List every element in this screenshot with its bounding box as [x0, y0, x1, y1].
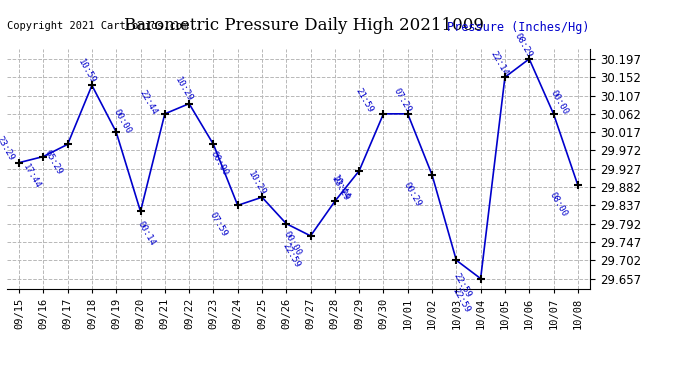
Text: 07:29: 07:29: [392, 86, 413, 114]
Text: 65:29: 65:29: [43, 148, 64, 176]
Text: 23:29: 23:29: [329, 175, 351, 203]
Text: 10:59: 10:59: [76, 58, 97, 86]
Text: 22:59: 22:59: [451, 287, 472, 315]
Text: 10:44: 10:44: [330, 174, 351, 201]
Text: 00:29: 00:29: [402, 180, 423, 208]
Text: 08:29: 08:29: [513, 31, 534, 59]
Text: 17:44: 17:44: [21, 162, 43, 190]
Text: 08:00: 08:00: [548, 190, 569, 218]
Text: 07:59: 07:59: [208, 211, 229, 239]
Text: Barometric Pressure Daily High 20211009: Barometric Pressure Daily High 20211009: [124, 17, 484, 34]
Text: 10:29: 10:29: [173, 76, 194, 104]
Text: 00:14: 00:14: [135, 220, 157, 248]
Text: 22:44: 22:44: [137, 89, 159, 117]
Text: 00:00: 00:00: [549, 89, 570, 117]
Text: 22:14: 22:14: [489, 50, 510, 77]
Text: 10:29: 10:29: [246, 170, 267, 197]
Text: 21:59: 21:59: [353, 86, 375, 114]
Text: 00:00: 00:00: [208, 150, 230, 178]
Text: Copyright 2021 Cartronics.com: Copyright 2021 Cartronics.com: [7, 21, 188, 31]
Text: 22:59: 22:59: [451, 272, 473, 299]
Text: 00:00: 00:00: [111, 107, 132, 135]
Text: 22:59: 22:59: [281, 242, 302, 269]
Text: 00:00: 00:00: [282, 229, 302, 257]
Text: Pressure (Inches/Hg): Pressure (Inches/Hg): [447, 21, 590, 34]
Text: 23:29: 23:29: [0, 135, 16, 163]
